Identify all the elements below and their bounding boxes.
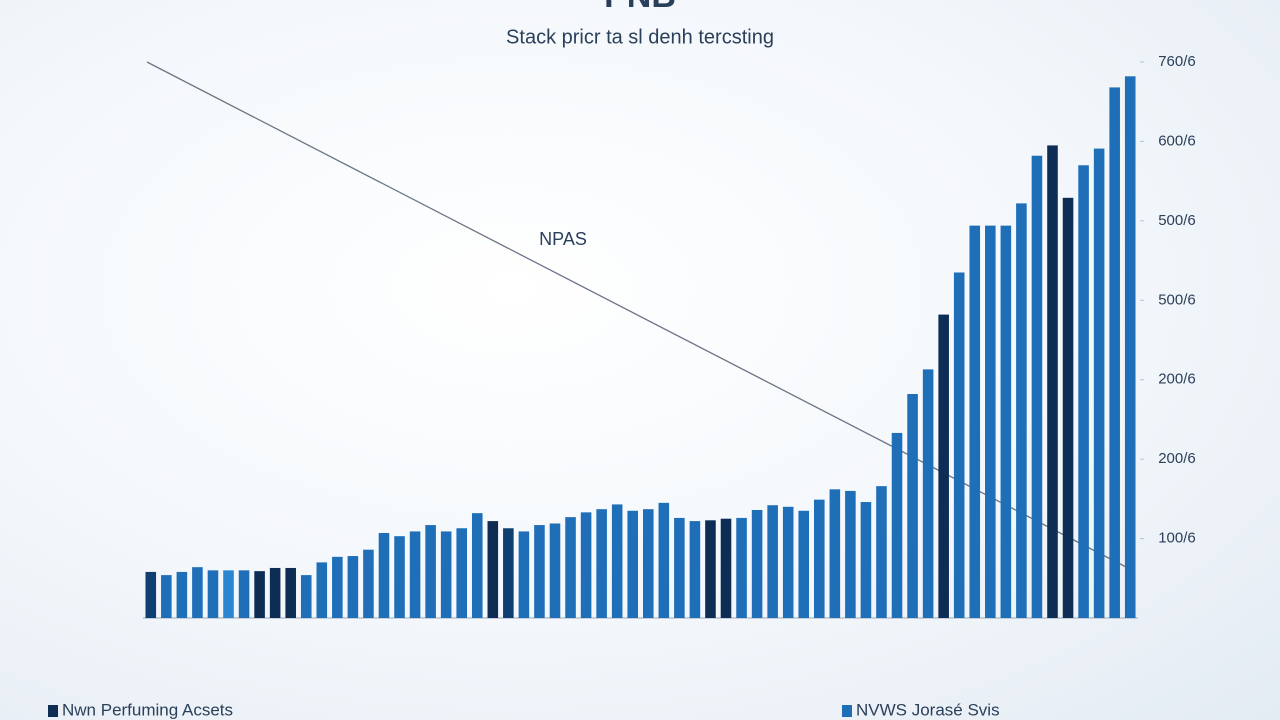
bar [938, 314, 949, 618]
bar [394, 536, 405, 618]
bar [705, 520, 716, 618]
legend-swatch [842, 705, 852, 717]
bar [1093, 148, 1105, 618]
y-tick-label: 760/6 [1158, 53, 1196, 70]
bar [534, 525, 545, 618]
chart-subtitle: Stack pricr ta sl denh tercsting [506, 26, 774, 48]
bar [829, 489, 841, 618]
bar [798, 510, 810, 618]
bar [1000, 225, 1012, 618]
bar [985, 225, 996, 618]
bar [845, 490, 856, 618]
bar [1047, 145, 1058, 618]
bar [192, 567, 203, 618]
bar [440, 531, 452, 618]
bar [969, 225, 981, 618]
bar [860, 502, 872, 618]
bar [627, 510, 639, 618]
bar [487, 521, 499, 618]
bar [1124, 76, 1136, 619]
bar [720, 518, 732, 618]
bar [876, 486, 887, 618]
y-tick-label: 200/6 [1158, 450, 1196, 467]
bar [767, 505, 778, 618]
bar [269, 567, 281, 618]
y-tick-label: 500/6 [1158, 212, 1196, 229]
bar [161, 575, 172, 618]
bar [751, 509, 763, 618]
y-tick-label: 500/6 [1158, 291, 1196, 308]
bar [891, 432, 903, 618]
bar [658, 502, 670, 618]
annotation: NPAS [539, 229, 587, 249]
legend-label: NVWS Jorasé Svis [856, 700, 1000, 719]
bar [300, 575, 312, 618]
bar [1031, 155, 1043, 618]
trend-line [146, 61, 1129, 569]
bar [814, 499, 825, 618]
bar [1016, 203, 1027, 618]
bar [953, 272, 965, 618]
bar [907, 394, 918, 618]
bar [1109, 87, 1120, 619]
bar [207, 570, 219, 618]
bar [549, 523, 561, 618]
bar [363, 549, 374, 618]
bar [674, 517, 685, 618]
bar [596, 509, 607, 618]
bar [642, 509, 654, 618]
bar [145, 571, 157, 618]
bar [409, 531, 421, 618]
bar [518, 531, 530, 618]
bar [378, 533, 390, 618]
y-tick-label: 600/6 [1158, 132, 1196, 149]
bar [503, 528, 514, 618]
bar [316, 562, 328, 618]
legend-swatch [48, 705, 58, 717]
bar [223, 570, 234, 618]
chart-title: PNB [604, 0, 676, 15]
bar [347, 556, 359, 618]
bar [332, 556, 343, 618]
bar [736, 517, 747, 618]
bar [456, 528, 467, 618]
bar [689, 521, 701, 618]
y-tick-label: 100/6 [1158, 530, 1196, 547]
bar [611, 504, 623, 618]
bar [285, 567, 296, 618]
bar [565, 517, 576, 618]
bar [425, 525, 436, 618]
bar [922, 369, 934, 618]
legend-label: Nwn Perfuming Acsets [62, 700, 233, 719]
y-tick-label: 200/6 [1158, 371, 1196, 388]
bar [254, 571, 265, 618]
bar [176, 571, 188, 618]
bar [580, 512, 592, 618]
bar [1062, 197, 1074, 618]
bar [1078, 165, 1089, 618]
bar [471, 513, 483, 618]
bar [238, 570, 250, 618]
bar [782, 506, 794, 618]
